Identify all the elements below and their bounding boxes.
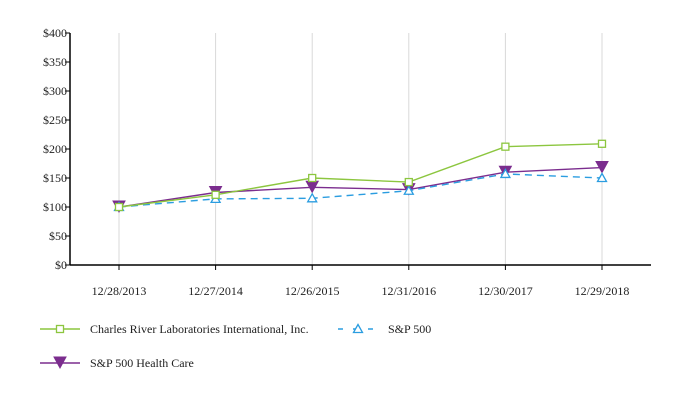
y-tick-label: $250 (43, 113, 67, 127)
legend-marker-0 (55, 324, 65, 334)
data-point-1 (403, 184, 415, 195)
x-tick-label: 12/30/2017 (478, 284, 533, 298)
data-point-0 (308, 173, 317, 183)
y-tick-label: $0 (55, 258, 67, 272)
y-tick-label: $200 (43, 142, 67, 156)
series-line-0 (118, 143, 603, 208)
y-tick-label: $350 (43, 55, 67, 69)
data-point-0 (211, 190, 220, 199)
data-point-1 (306, 192, 318, 203)
grid-lines (118, 33, 603, 265)
x-tick-label: 12/27/2014 (188, 284, 243, 298)
legend: Charles River Laboratories International… (40, 322, 431, 370)
series-line-2 (118, 166, 603, 208)
x-tick-label: 12/29/2018 (575, 284, 630, 298)
series-line-1 (118, 173, 603, 208)
legend-label: S&P 500 (388, 322, 431, 336)
data-point-0 (597, 139, 607, 148)
x-tick-label: 12/28/2013 (92, 284, 147, 298)
y-tick-label: $150 (43, 171, 67, 185)
data-point-1 (596, 172, 608, 183)
y-tick-label: $400 (43, 26, 67, 40)
legend-marker-1 (352, 323, 364, 334)
legend-label: Charles River Laboratories International… (90, 322, 309, 336)
y-tick-label: $300 (43, 84, 67, 98)
y-tick-label: $50 (49, 229, 67, 243)
data-point-0 (114, 202, 124, 212)
x-tick-label: 12/26/2015 (285, 284, 340, 298)
series-group (112, 139, 609, 214)
axes: 12/28/2013 12/27/2014 12/26/2015 12/31/2016… (43, 26, 651, 298)
legend-marker-2 (53, 356, 67, 370)
data-point-2 (595, 161, 609, 174)
data-point-1 (499, 168, 512, 179)
data-point-0 (404, 177, 413, 187)
x-tick-label: 12/31/2016 (381, 284, 436, 298)
y-tick-label: $100 (43, 200, 67, 214)
legend-label: S&P 500 Health Care (90, 356, 194, 370)
data-point-0 (501, 142, 510, 151)
